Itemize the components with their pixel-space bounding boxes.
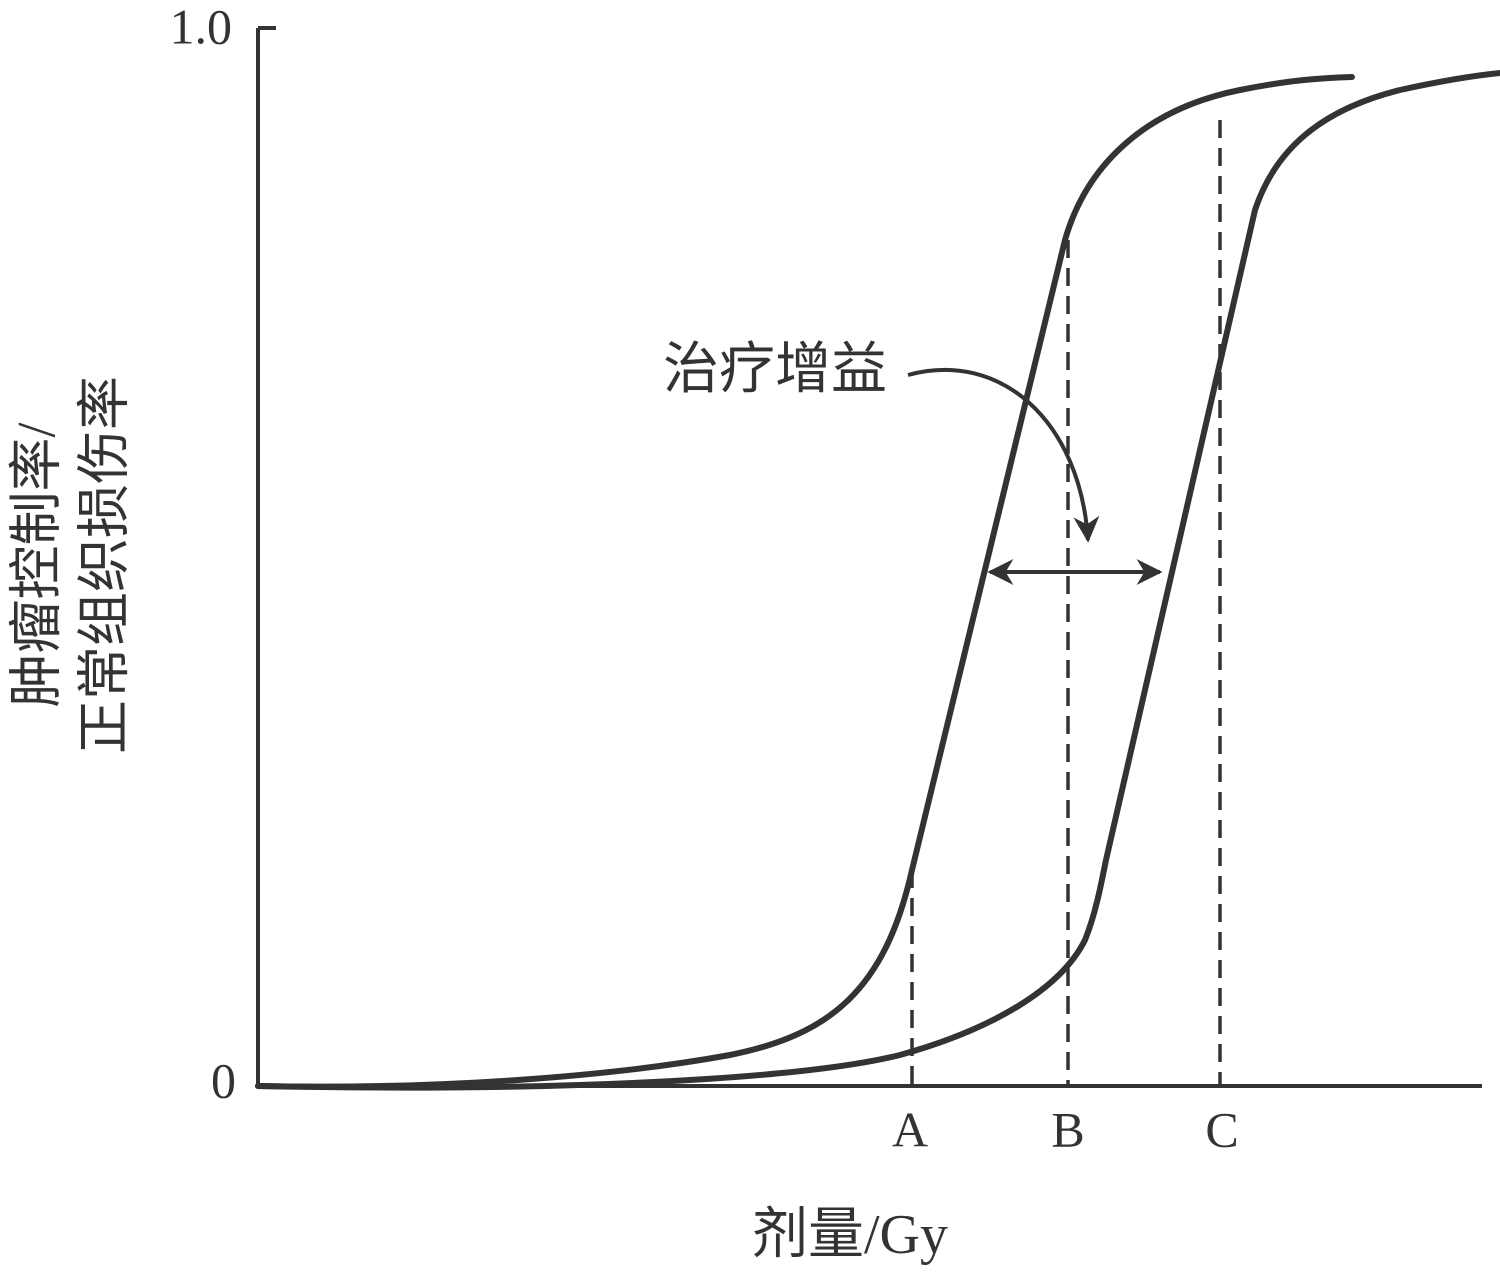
y-tick-label: 0 [211,1052,236,1108]
axes [256,26,1482,1088]
x-marker: A [892,1101,928,1157]
y-axis-label: 肿瘤控制率/ [6,422,66,707]
annotation-arrow [907,368,1100,543]
x-axis-label: 剂量/Gy [752,1204,948,1266]
y-axis-label: 正常组织损伤率 [74,376,134,754]
x-marker: B [1051,1101,1084,1157]
x-marker: C [1205,1101,1238,1157]
tumor-curve [255,74,1355,1090]
annotation: 治疗增益 [663,339,887,401]
y-tick-label: 1.0 [170,0,233,54]
normal-tissue-curve [255,70,1500,1091]
